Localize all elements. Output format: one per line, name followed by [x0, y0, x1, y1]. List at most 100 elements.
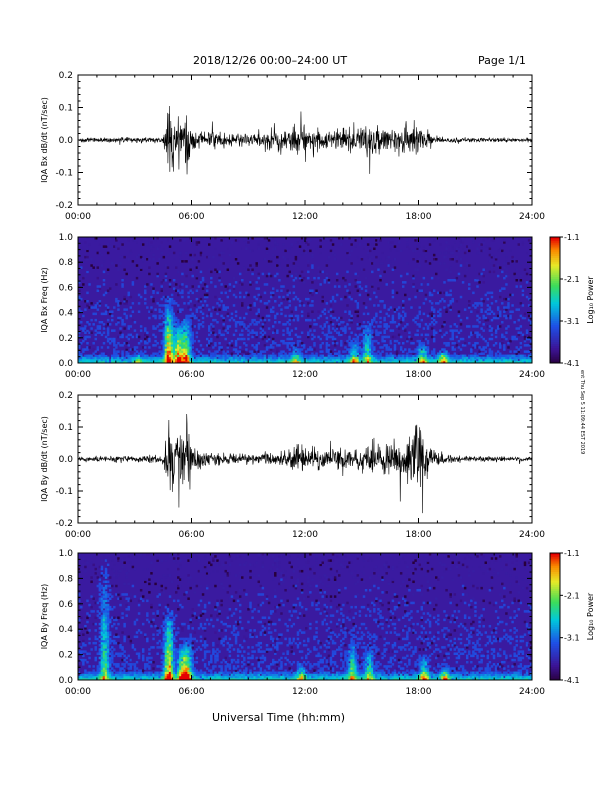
spectrogram-cell: [152, 289, 155, 292]
spectrogram-cell: [113, 360, 116, 364]
spectrogram-cell: [255, 344, 258, 347]
spectrogram-cell: [474, 302, 477, 305]
spectrogram-cell: [445, 354, 448, 358]
spectrogram-cell: [187, 329, 190, 332]
spectrogram-cell: [166, 627, 170, 630]
spectrogram-cell: [505, 314, 508, 318]
spectrogram-cell: [160, 677, 164, 681]
spectrogram-cell: [152, 675, 155, 679]
spectrogram-cell: [92, 266, 95, 269]
spectrogram-cell: [166, 608, 170, 611]
spectrogram-cell: [166, 304, 170, 307]
spectrogram-cell: [439, 358, 442, 362]
spectrogram-cell: [288, 304, 291, 307]
spectrogram-cell: [179, 652, 182, 655]
spectrogram-cell: [455, 360, 459, 364]
spectrogram-cell: [108, 618, 112, 622]
spectrogram-cell: [100, 660, 104, 664]
spectrogram-cell: [482, 316, 485, 320]
spectrogram-cell: [333, 358, 337, 362]
colorbar-swatch: [550, 337, 560, 341]
spectrogram-cell: [441, 352, 444, 355]
spectrogram-cell: [249, 264, 252, 267]
spectrogram-cell: [78, 295, 81, 299]
colorbar-swatch: [550, 321, 560, 324]
spectrogram-cell: [111, 608, 114, 611]
spectrogram-cell: [174, 358, 178, 362]
spectrogram-cell: [100, 646, 104, 649]
spectrogram-cell: [119, 597, 122, 600]
spectrogram-cell: [106, 599, 110, 603]
spectrogram-cell: [265, 358, 269, 362]
spectrogram-cell: [437, 358, 440, 362]
spectrogram-cell: [280, 285, 283, 288]
spectrogram-cell: [158, 675, 161, 679]
spectrogram-cell: [170, 346, 174, 349]
spectrogram-cell: [172, 335, 176, 339]
spectrogram-cell: [162, 333, 166, 337]
spectrogram-cell: [84, 331, 87, 334]
spectrogram-cell: [447, 251, 450, 255]
spectrogram-cell: [371, 243, 374, 246]
spectrogram-cell: [422, 342, 426, 345]
spectrogram-cell: [379, 310, 382, 313]
spectrogram-cell: [177, 586, 180, 590]
spectrogram-cell: [98, 667, 102, 670]
spectrogram-cell: [364, 360, 368, 364]
spectrogram-cell: [468, 304, 471, 307]
spectrogram-cell: [160, 287, 164, 290]
spectrogram-cell: [362, 243, 366, 246]
spectrogram-cell: [84, 644, 87, 647]
spectrogram-cell: [119, 669, 122, 672]
spectrogram-cell: [177, 656, 180, 660]
spectrogram-cell: [331, 297, 335, 301]
spectrogram-cell: [286, 289, 289, 292]
y-tick-label: 0.6: [59, 283, 74, 293]
spectrogram-cell: [465, 356, 469, 360]
spectrogram-cell: [102, 663, 106, 666]
spectrogram-cell: [181, 665, 184, 668]
spectrogram-cell: [255, 321, 258, 324]
spectrogram-cell: [86, 652, 89, 655]
spectrogram-cell: [298, 356, 302, 360]
spectrogram-cell: [236, 350, 240, 353]
spectrogram-cell: [152, 287, 155, 290]
spectrogram-cell: [170, 660, 174, 664]
spectrogram-cell: [191, 360, 194, 364]
spectrogram-cell: [133, 669, 137, 672]
colorbar-swatch: [550, 335, 560, 339]
trace-line: [78, 414, 532, 514]
spectrogram-cell: [476, 346, 479, 349]
spectrogram-cell: [168, 316, 172, 320]
spectrogram-cell: [249, 281, 252, 284]
spectrogram-cell: [317, 358, 320, 362]
spectrogram-cell: [371, 329, 374, 332]
spectrogram-cell: [177, 553, 180, 556]
spectrogram-cell: [172, 667, 176, 670]
spectrogram-cell: [362, 346, 366, 349]
spectrogram-cell: [379, 356, 382, 360]
spectrogram-cell: [102, 260, 106, 263]
spectrogram-cell: [102, 644, 106, 647]
spectrogram-cell: [158, 354, 161, 358]
spectrogram-cell: [174, 648, 178, 651]
spectrogram-cell: [269, 260, 273, 263]
spectrogram-cell: [183, 354, 186, 358]
spectrogram-cell: [185, 637, 188, 641]
spectrogram-cell: [302, 346, 306, 349]
spectrogram-cell: [150, 310, 153, 313]
spectrogram-cell: [174, 658, 178, 662]
spectrogram-cell: [131, 663, 135, 666]
spectrogram-cell: [302, 281, 306, 284]
spectrogram-cell: [253, 354, 256, 358]
spectrogram-cell: [294, 358, 298, 362]
spectrogram-cell: [115, 635, 118, 639]
spectrogram-cell: [123, 342, 126, 345]
spectrogram-cell: [401, 281, 405, 284]
spectrogram-cell: [430, 350, 434, 353]
spectrogram-cell: [199, 251, 203, 255]
spectrogram-cell: [410, 356, 413, 360]
spectrogram-cell: [420, 350, 424, 353]
spectrogram-cell: [170, 627, 174, 630]
spectrogram-cell: [119, 302, 122, 305]
